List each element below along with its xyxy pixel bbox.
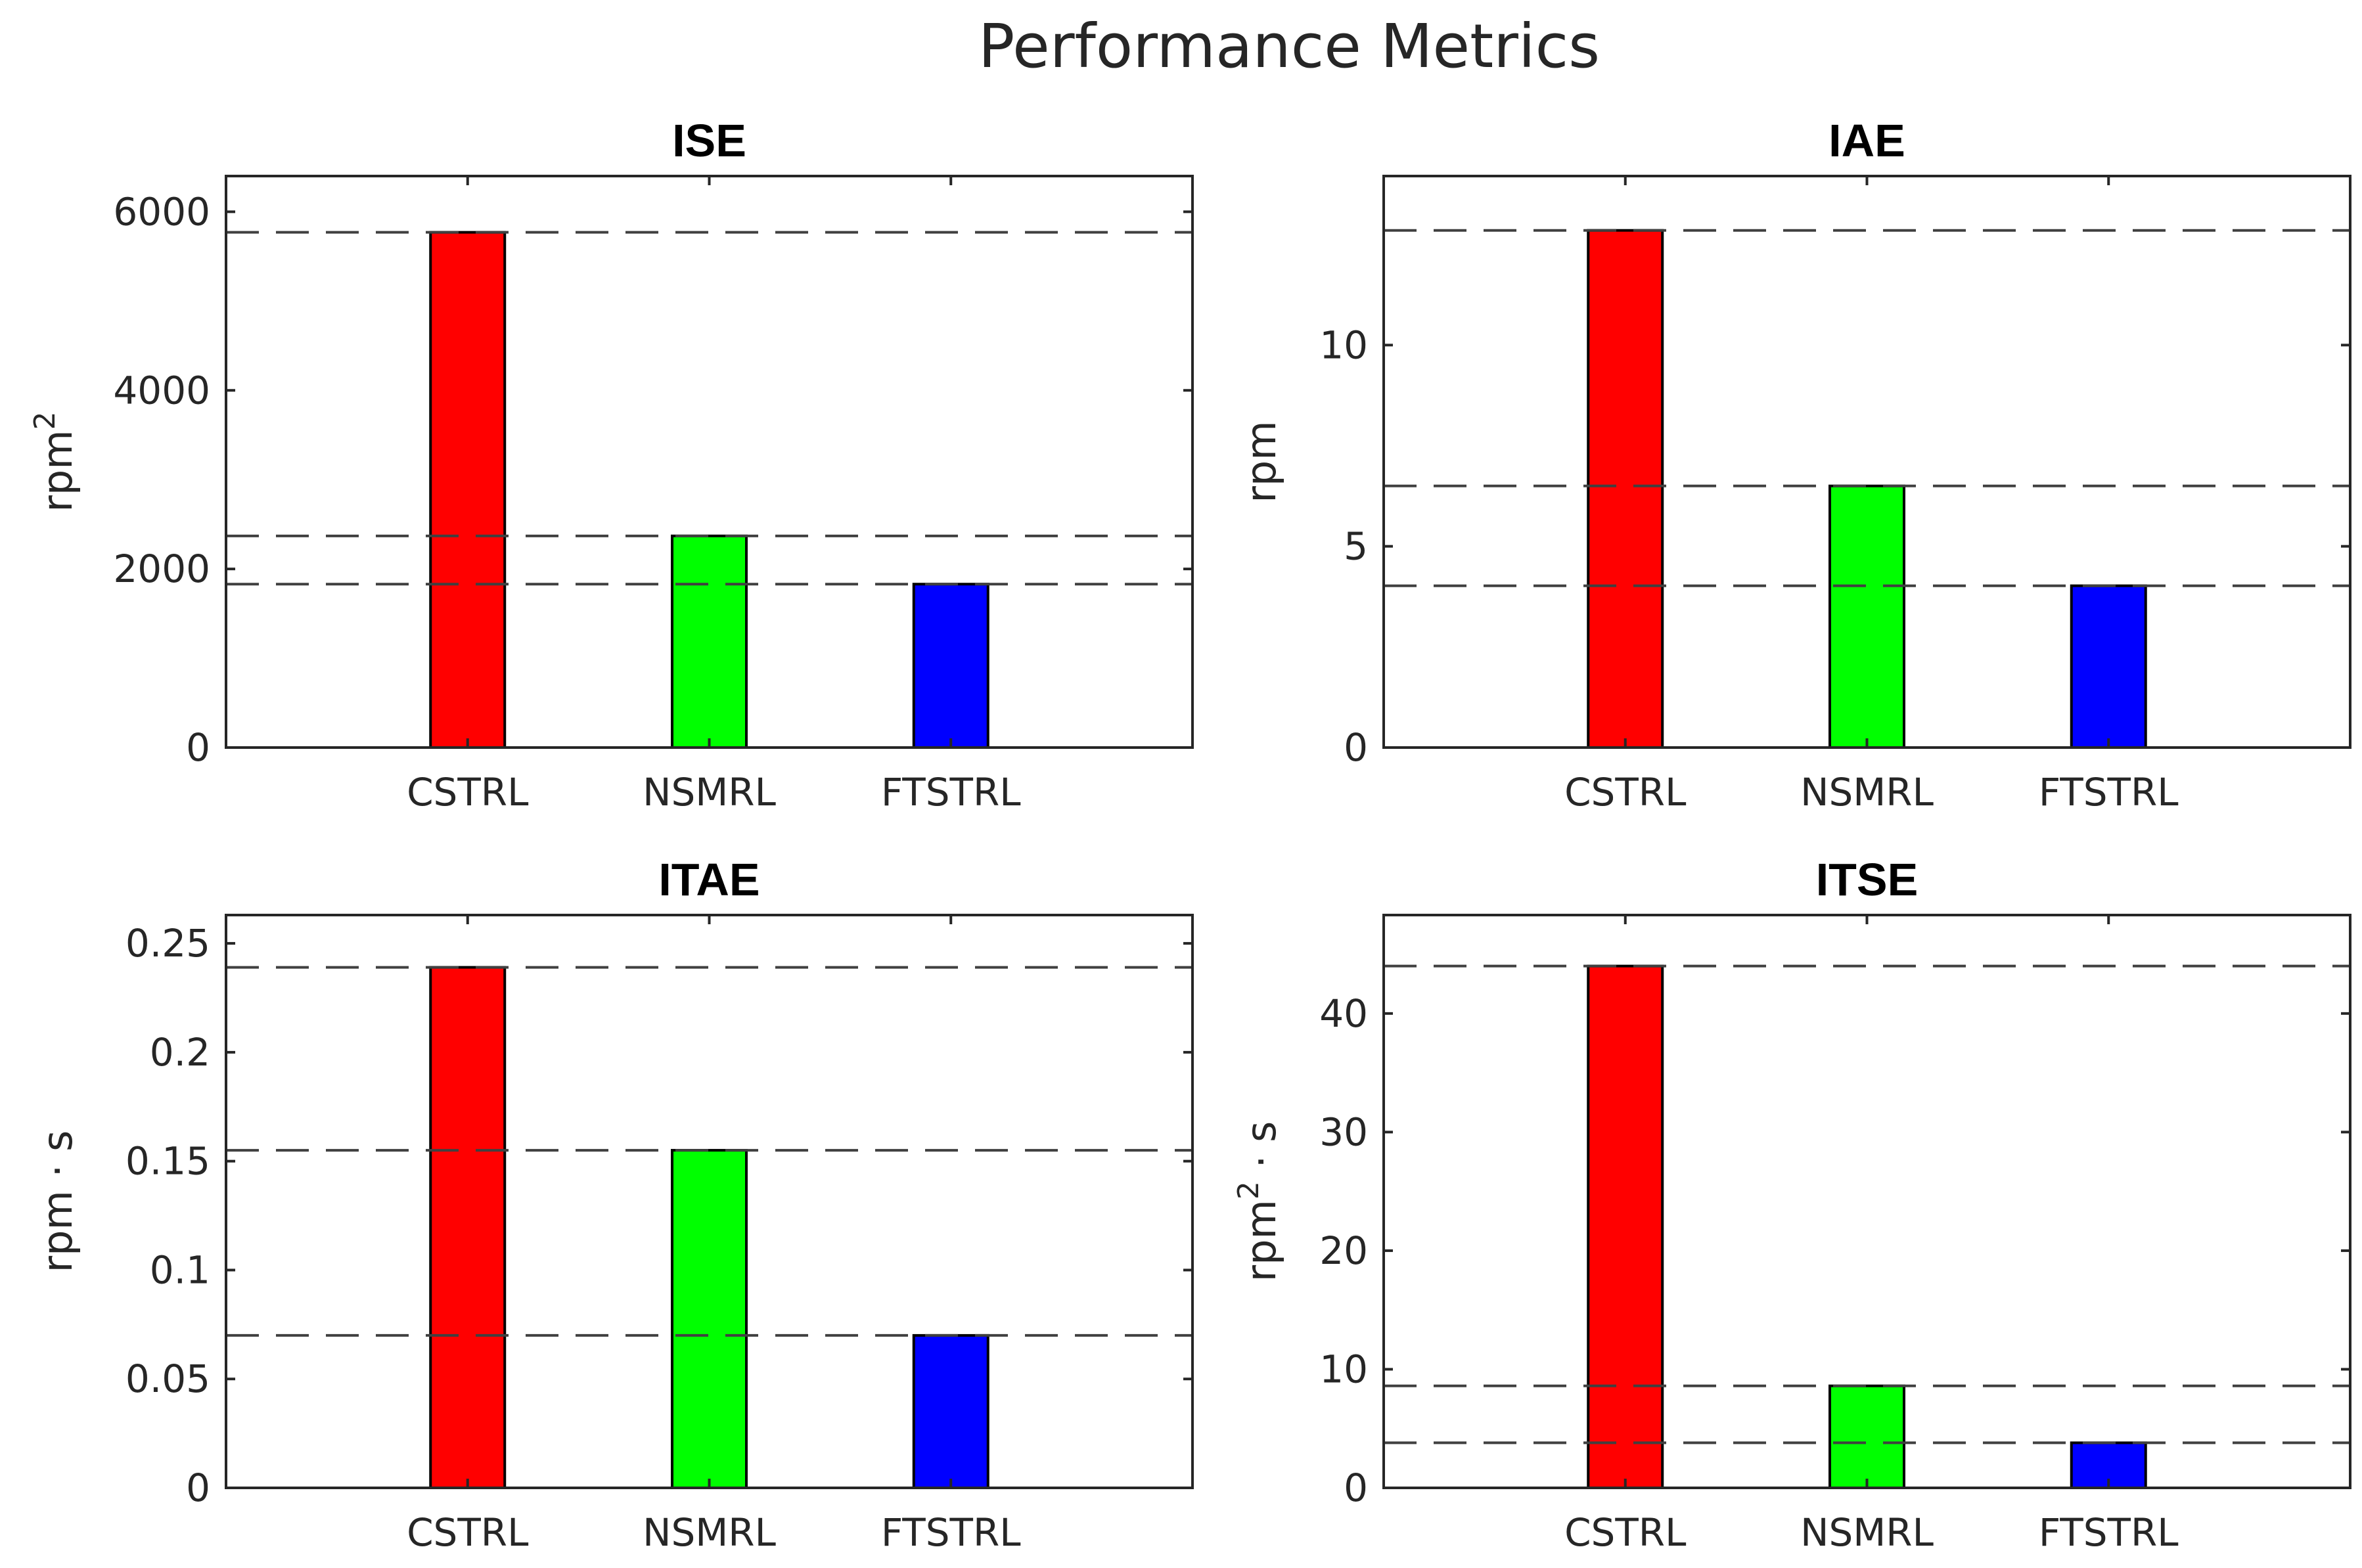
subplot-title: ISE (672, 115, 746, 166)
x-tick-label: FTSTRL (2039, 770, 2179, 815)
y-tick-label: 0 (186, 725, 210, 770)
x-tick-label: FTSTRL (881, 770, 1021, 815)
y-tick-label: 30 (1319, 1109, 1368, 1154)
y-axis-label-base: rpm · s (34, 1131, 81, 1273)
subplot-itae: ITAE 0 0.05 0.1 0.15 0.2 0.25 CSTRL NSMRL FTSTRL r… (34, 854, 1194, 1555)
bar-nsmrl (1828, 1384, 1905, 1489)
bar-nsmrl (671, 534, 748, 749)
y-tick-label: 20 (1319, 1228, 1368, 1273)
y-tick-label: 5 (1344, 524, 1368, 569)
y-axis-label-tail: · s (1237, 1121, 1285, 1181)
y-axis-label-sup: 2 (1232, 1181, 1265, 1199)
bar-ftstrl (2070, 584, 2147, 749)
y-axis-label-sup: 2 (28, 411, 62, 430)
bar-nsmrl (671, 1149, 748, 1489)
y-axis-label: rpm (1237, 420, 1285, 503)
x-tick-label: CSTRL (407, 1510, 528, 1555)
bar-cstrl (429, 231, 507, 749)
subplot-iae: IAE 0 5 10 CSTRL NSMRL FTSTRL rpm (1237, 115, 2351, 815)
x-tick-label: NSMRL (643, 1510, 776, 1555)
y-axis-label-base: rpm (1237, 1199, 1285, 1282)
y-axis-label: rpm2 · s (1232, 1121, 1285, 1282)
y-tick-label: 0 (1344, 725, 1368, 770)
figure-title: Performance Metrics (978, 11, 1600, 81)
y-tick-label: 0.2 (150, 1030, 210, 1075)
y-axis-label-base: rpm (1237, 420, 1285, 503)
y-tick-label: 0 (186, 1466, 210, 1510)
x-tick-label: NSMRL (1800, 770, 1934, 815)
x-tick-label: FTSTRL (881, 1510, 1021, 1555)
y-tick-label: 6000 (113, 189, 210, 234)
subplot-title: IAE (1828, 115, 1905, 166)
bar-cstrl (1587, 229, 1664, 750)
y-tick-label: 4000 (113, 368, 210, 413)
x-tick-label: CSTRL (1564, 770, 1686, 815)
subplot-title: ITAE (658, 854, 760, 905)
y-axis-label-base: rpm (34, 430, 81, 512)
bar-cstrl (1587, 964, 1664, 1489)
x-tick-label: FTSTRL (2039, 1510, 2179, 1555)
bar-ftstrl (912, 1333, 989, 1489)
x-tick-label: CSTRL (407, 770, 528, 815)
y-tick-label: 40 (1319, 991, 1368, 1036)
x-tick-label: CSTRL (1564, 1510, 1686, 1555)
bar-ftstrl (912, 583, 989, 749)
y-tick-label: 0.1 (150, 1247, 210, 1292)
x-tick-label: NSMRL (643, 770, 776, 815)
subplot-itse: ITSE 0 10 20 30 40 CSTRL NSMRL FTSTRL rpm2 · s (1232, 854, 2351, 1555)
y-tick-label: 2000 (113, 547, 210, 591)
y-tick-label: 10 (1319, 1347, 1368, 1391)
y-tick-label: 0.05 (125, 1356, 210, 1401)
y-tick-label: 0.15 (125, 1139, 210, 1184)
bar-nsmrl (1828, 484, 1905, 749)
x-tick-label: NSMRL (1800, 1510, 1934, 1555)
y-axis-label: rpm · s (34, 1131, 81, 1273)
y-tick-label: 0.25 (125, 921, 210, 966)
bar-cstrl (429, 966, 507, 1489)
y-tick-label: 10 (1319, 323, 1368, 367)
y-tick-label: 0 (1344, 1466, 1368, 1510)
subplot-ise: ISE 0 2000 4000 6000 CSTRL NSMRL FTSTRL rpm2 (28, 115, 1194, 815)
subplot-title: ITSE (1816, 854, 1919, 905)
y-axis-label: rpm2 (28, 411, 81, 512)
